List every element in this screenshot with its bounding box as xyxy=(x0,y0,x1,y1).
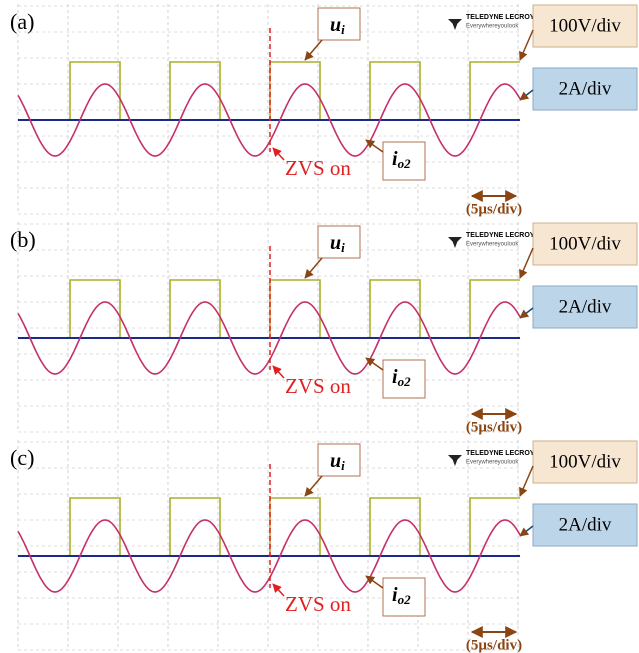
panel: (b) TELEDYNE LECROY Everywhereyoulook ui 100… xyxy=(10,222,637,435)
voltage-waveform xyxy=(18,62,520,120)
zvs-label: ZVS on xyxy=(285,156,351,180)
amp-scale: 2A/div xyxy=(559,78,612,99)
brand-slogan: Everywhereyoulook xyxy=(466,460,519,466)
arrow xyxy=(273,584,284,596)
ui-main: u xyxy=(330,232,341,254)
panel: (a) TELEDYNE LECROY Everywhereyoulook ui 100… xyxy=(10,4,637,217)
brand-logo xyxy=(448,19,462,30)
arrow xyxy=(520,466,533,496)
voltage-waveform xyxy=(18,498,520,556)
ui-main: u xyxy=(330,14,341,36)
brand-name: TELEDYNE LECROY xyxy=(466,14,535,21)
arrow xyxy=(366,140,383,152)
arrow xyxy=(305,476,322,496)
arrow xyxy=(273,148,284,160)
figure: (a)TELEDYNE LECROYEverywhereyoulookui100… xyxy=(0,0,639,653)
ui-main: u xyxy=(330,450,341,472)
volt-scale: 100V/div xyxy=(549,15,621,36)
time-scale: (5µs/div) xyxy=(466,201,522,217)
arrow xyxy=(520,248,533,278)
arrow xyxy=(520,308,533,318)
panel-label: (b) xyxy=(10,227,36,252)
arrow xyxy=(366,576,383,588)
arrow xyxy=(305,40,322,60)
brand-logo xyxy=(448,237,462,248)
brand-name: TELEDYNE LECROY xyxy=(466,232,535,239)
arrow xyxy=(520,526,533,536)
brand-slogan: Everywhereyoulook xyxy=(466,242,519,248)
arrow xyxy=(520,90,533,100)
io2-sub: o2 xyxy=(398,592,412,607)
ui-sub: i xyxy=(341,22,345,37)
arrow xyxy=(273,366,284,378)
volt-scale: 100V/div xyxy=(549,451,621,472)
brand-name: TELEDYNE LECROY xyxy=(466,450,535,457)
io2-sub: o2 xyxy=(398,374,412,389)
time-scale: (5µs/div) xyxy=(466,637,522,653)
brand-logo xyxy=(448,455,462,466)
arrow xyxy=(520,30,533,60)
ui-sub: i xyxy=(341,240,345,255)
zvs-label: ZVS on xyxy=(285,374,351,398)
amp-scale: 2A/div xyxy=(559,514,612,535)
voltage-waveform xyxy=(18,280,520,338)
volt-scale: 100V/div xyxy=(549,233,621,254)
io2-sub: o2 xyxy=(398,156,412,171)
panel-label: (a) xyxy=(10,9,34,34)
zvs-label: ZVS on xyxy=(285,592,351,616)
ui-sub: i xyxy=(341,458,345,473)
arrow xyxy=(366,358,383,370)
amp-scale: 2A/div xyxy=(559,296,612,317)
time-scale: (5µs/div) xyxy=(466,419,522,435)
brand-slogan: Everywhereyoulook xyxy=(466,24,519,30)
arrow xyxy=(305,258,322,278)
panel-label: (c) xyxy=(10,445,34,470)
panel: (c) TELEDYNE LECROY Everywhereyoulook ui 100… xyxy=(10,440,637,653)
